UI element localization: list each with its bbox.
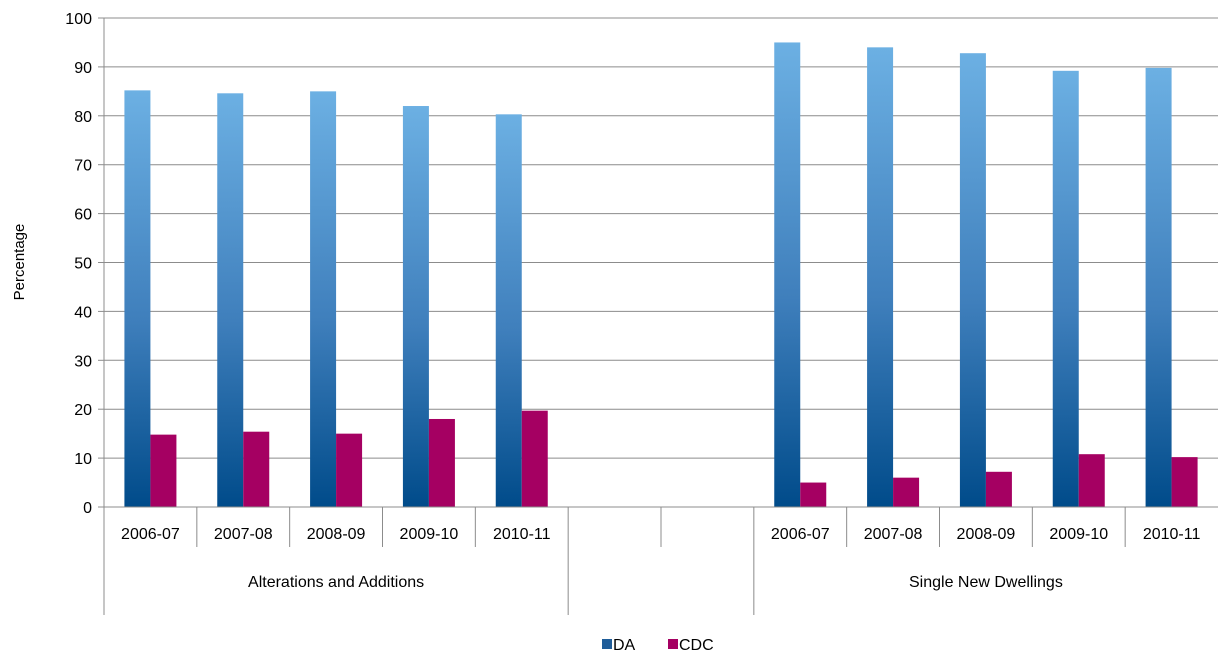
bar-da-2 [310,91,337,507]
y-tick-label: 0 [83,500,92,517]
gridlines [98,17,1218,508]
y-tick-label: 80 [74,109,92,126]
bar-da-9 [959,53,986,507]
y-tick-label: 30 [74,353,92,370]
bar-cdc-7 [800,482,827,507]
y-tick-label: 20 [74,402,92,419]
y-tick-labels: 0 10 20 30 40 50 60 70 80 90 100 [65,11,92,517]
bar-cdc-11 [1171,457,1198,507]
y-tick-label: 40 [74,304,92,321]
x-tick-label: 2007-08 [864,526,923,543]
legend-swatch-cdc [668,639,678,649]
x-tick-label: 2006-07 [121,526,180,543]
group-label: Alterations and Additions [248,574,424,591]
x-tick-labels: 2006-07 2007-08 2008-09 2009-10 2010-11 2006-… [121,507,1200,547]
y-tick-label: 70 [74,158,92,175]
y-tick-label: 50 [74,256,92,273]
x-tick-label: 2008-09 [957,526,1016,543]
group-label: Single New Dwellings [909,574,1063,591]
bar-da-8 [867,47,894,508]
bar-cdc-10 [1078,454,1105,507]
y-tick-label: 10 [74,451,92,468]
group-labels: Alterations and Additions Single New Dwel… [248,547,1063,615]
legend: DA CDC [602,637,714,652]
bars [124,42,1198,508]
legend-label-cdc: CDC [679,637,714,652]
y-tick-label: 60 [74,207,92,224]
x-tick-label: 2007-08 [214,526,273,543]
bar-da-1 [217,93,244,507]
bar-da-10 [1052,70,1079,507]
x-tick-label: 2009-10 [400,526,459,543]
x-tick-label: 2010-11 [1143,526,1201,543]
x-tick-label: 2008-09 [307,526,366,543]
y-tick-label: 100 [65,11,92,28]
bar-da-0 [124,90,151,507]
bar-da-11 [1145,67,1172,508]
bar-cdc-4 [521,410,548,507]
bar-da-4 [495,114,522,507]
bar-cdc-3 [428,418,455,507]
legend-label-da: DA [613,637,636,652]
y-axis-title: Percentage [11,224,28,301]
x-tick-label: 2010-11 [493,526,551,543]
x-tick-label: 2009-10 [1049,526,1108,543]
bar-da-3 [402,106,429,508]
y-tick-label: 90 [74,60,92,77]
bar-cdc-1 [243,431,270,507]
bar-cdc-9 [985,471,1012,507]
bar-cdc-8 [893,477,920,507]
bar-da-7 [774,42,801,507]
x-tick-label: 2006-07 [771,526,830,543]
legend-swatch-da [602,639,612,649]
bar-cdc-0 [150,434,177,507]
bar-cdc-2 [336,433,363,507]
